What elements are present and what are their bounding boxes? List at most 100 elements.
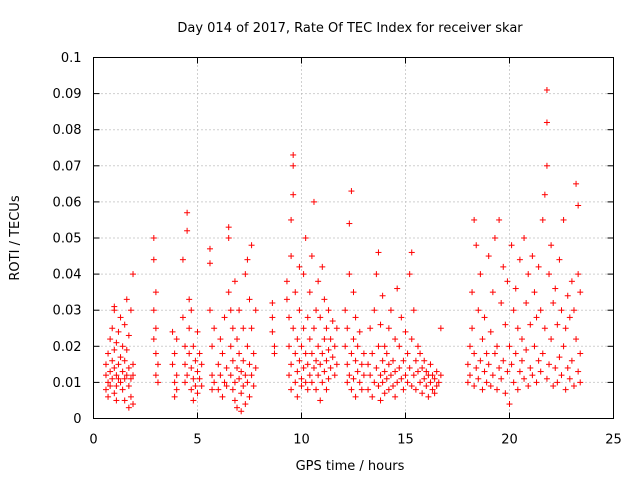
data-point xyxy=(308,379,315,386)
data-point xyxy=(562,325,569,332)
data-point xyxy=(514,325,521,332)
data-point xyxy=(469,325,476,332)
data-point xyxy=(500,263,507,270)
data-point xyxy=(491,235,498,241)
data-point xyxy=(111,303,118,310)
data-point xyxy=(477,357,484,364)
data-point xyxy=(508,361,515,368)
data-point xyxy=(333,325,340,332)
data-point xyxy=(342,307,349,314)
data-point xyxy=(423,383,430,390)
data-point xyxy=(473,364,480,371)
data-point xyxy=(113,383,120,390)
data-point xyxy=(556,256,563,263)
data-point xyxy=(240,357,247,364)
data-point xyxy=(221,314,228,321)
data-point xyxy=(325,307,332,314)
data-point xyxy=(152,325,159,332)
data-point xyxy=(381,368,388,375)
data-point xyxy=(152,289,159,296)
data-point xyxy=(296,307,303,314)
data-point xyxy=(288,216,295,223)
data-point xyxy=(529,372,536,379)
data-point xyxy=(327,336,334,343)
data-point xyxy=(491,350,498,357)
data-point xyxy=(290,151,297,158)
data-point xyxy=(283,296,290,303)
data-point xyxy=(412,386,419,393)
data-point xyxy=(356,328,363,335)
data-point xyxy=(173,336,180,343)
data-point xyxy=(236,307,243,314)
y-axis-title: ROTI / TECUs xyxy=(8,195,23,280)
y-tick-label: 0 xyxy=(73,412,81,427)
data-point xyxy=(352,357,359,364)
data-point xyxy=(186,350,193,357)
data-point xyxy=(550,299,557,306)
data-point xyxy=(525,383,532,390)
data-point xyxy=(269,314,276,321)
data-point xyxy=(414,343,421,350)
data-point xyxy=(523,346,530,353)
data-point xyxy=(344,361,351,368)
data-point xyxy=(215,386,222,393)
data-point xyxy=(525,271,532,278)
data-point xyxy=(514,386,521,393)
data-point xyxy=(570,383,577,390)
data-point xyxy=(244,379,251,386)
data-point xyxy=(485,253,492,260)
data-point xyxy=(556,354,563,361)
data-point xyxy=(408,383,415,390)
data-point xyxy=(516,368,523,375)
data-point xyxy=(190,375,197,382)
data-point xyxy=(383,350,390,357)
data-point xyxy=(121,321,128,328)
data-point xyxy=(229,357,236,364)
data-point xyxy=(537,307,544,314)
data-point xyxy=(568,278,575,285)
data-point xyxy=(234,336,241,343)
data-point xyxy=(516,256,523,263)
data-point xyxy=(182,379,189,386)
data-point xyxy=(506,401,513,408)
data-point xyxy=(577,379,584,386)
data-point xyxy=(119,386,126,393)
data-point xyxy=(471,216,478,223)
data-point xyxy=(125,404,132,411)
data-point xyxy=(398,314,405,321)
data-point xyxy=(190,343,197,350)
data-point xyxy=(383,375,390,382)
data-point xyxy=(306,289,313,296)
data-point xyxy=(319,350,326,357)
data-point xyxy=(313,307,320,314)
y-tick-label: 0.09 xyxy=(53,87,82,102)
data-point xyxy=(325,375,332,382)
data-point xyxy=(521,235,528,241)
data-point xyxy=(333,361,340,368)
data-point xyxy=(433,368,440,375)
data-point xyxy=(523,299,530,306)
data-point xyxy=(421,375,428,382)
data-point xyxy=(423,368,430,375)
data-point xyxy=(356,379,363,386)
data-point xyxy=(575,368,582,375)
data-point xyxy=(533,379,540,386)
data-point xyxy=(102,361,109,368)
data-point xyxy=(331,372,338,379)
data-point xyxy=(313,357,320,364)
data-point xyxy=(250,383,257,390)
data-point xyxy=(575,202,582,209)
data-point xyxy=(427,361,434,368)
data-point xyxy=(121,397,128,404)
data-point xyxy=(223,383,230,390)
data-point xyxy=(371,379,378,386)
data-point xyxy=(377,321,384,328)
data-point xyxy=(369,350,376,357)
data-point xyxy=(396,364,403,371)
data-point xyxy=(479,386,486,393)
data-point xyxy=(294,368,301,375)
axis-ticks xyxy=(93,57,614,419)
data-point xyxy=(387,307,394,314)
data-point xyxy=(500,357,507,364)
data-point xyxy=(127,393,134,400)
